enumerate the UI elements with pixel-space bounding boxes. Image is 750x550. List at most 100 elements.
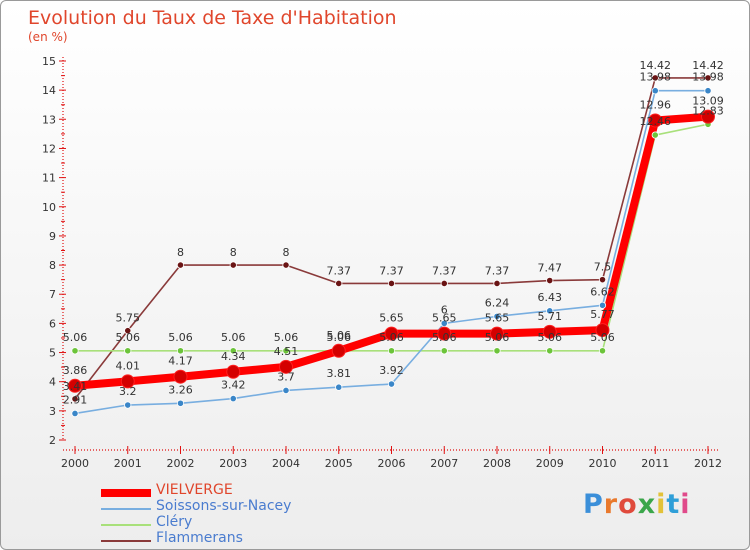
- series-point: [651, 74, 659, 82]
- x-tick-label: 2009: [536, 457, 564, 470]
- series-line: [71, 112, 712, 390]
- data-label: 5.06: [274, 331, 299, 344]
- x-tick-label: 2008: [483, 457, 511, 470]
- series-point: [176, 399, 185, 407]
- chart-series-markers: [68, 74, 715, 418]
- proxiti-logo: Proxiti: [583, 489, 691, 520]
- data-label: 6: [441, 303, 448, 316]
- data-label: 3.92: [379, 364, 404, 377]
- series-point: [71, 395, 79, 403]
- data-label: 6.24: [485, 296, 510, 309]
- data-label: 5.71: [538, 310, 563, 323]
- series-point: [493, 347, 501, 355]
- series-point: [598, 276, 607, 284]
- chart-subtitle: (en %): [28, 30, 68, 44]
- data-label: 3.26: [168, 383, 193, 396]
- legend-label: Flammerans: [156, 530, 243, 546]
- series-point: [68, 378, 82, 393]
- x-tick-label: 2001: [114, 457, 142, 470]
- data-label: 7.37: [485, 264, 510, 277]
- series-point: [124, 327, 132, 335]
- data-label: 3.7: [277, 370, 295, 383]
- data-label: 7.47: [538, 262, 563, 275]
- y-tick-label: 10: [42, 201, 56, 214]
- series-point: [598, 347, 607, 355]
- series-point: [387, 279, 396, 288]
- data-label: 4.51: [274, 345, 299, 358]
- series-point: [440, 347, 448, 355]
- data-label: 3.2: [119, 385, 137, 398]
- legend-swatch: [101, 489, 151, 497]
- data-label: 5.06: [63, 331, 88, 344]
- logo-letter: x: [637, 489, 657, 520]
- data-label: 3.86: [63, 364, 88, 377]
- series-point: [282, 347, 290, 355]
- data-label: 12.96: [640, 98, 672, 111]
- series-point: [546, 347, 554, 355]
- legend-swatch: [101, 508, 151, 510]
- series-point: [282, 261, 290, 269]
- data-label: 5.06: [116, 331, 141, 344]
- series-point: [493, 279, 501, 288]
- legend-label: Cléry: [156, 514, 193, 530]
- series-point: [335, 279, 343, 288]
- y-tick-label: 5: [49, 347, 56, 360]
- series-point: [384, 326, 399, 341]
- series-point: [229, 261, 237, 269]
- series-point: [490, 326, 504, 341]
- data-label: 5.06: [538, 331, 563, 344]
- x-tick-label: 2005: [325, 457, 353, 470]
- data-label: 5.06: [327, 331, 352, 344]
- data-label: 13.09: [692, 95, 724, 108]
- data-label: 4.01: [116, 359, 141, 372]
- data-label: 7.37: [432, 264, 457, 277]
- y-tick-label: 8: [49, 259, 56, 272]
- data-label: 4.17: [168, 355, 193, 368]
- series-point: [176, 347, 185, 355]
- y-tick-label: 13: [42, 113, 56, 126]
- chart-title: Evolution du Taux de Taxe d'Habitation: [28, 7, 397, 29]
- x-tick-label: 2011: [641, 457, 669, 470]
- logo-letter: o: [618, 489, 638, 520]
- data-label: 5.06: [590, 331, 615, 344]
- data-label: 14.42: [640, 59, 672, 72]
- data-label: 8: [230, 246, 237, 259]
- y-tick-label: 6: [49, 317, 56, 330]
- data-label: 12.83: [692, 104, 724, 117]
- series-point: [229, 395, 237, 403]
- series-point: [595, 323, 610, 338]
- data-label: 7.37: [327, 264, 352, 277]
- data-label: 7.5: [594, 261, 612, 274]
- series-point: [493, 312, 501, 320]
- series-point: [279, 359, 293, 374]
- series-point: [651, 87, 659, 95]
- data-label: 5.06: [432, 331, 457, 344]
- series-point: [546, 307, 554, 315]
- legend-swatch: [101, 524, 151, 526]
- y-tick-label: 14: [42, 84, 56, 97]
- series-point: [387, 347, 396, 355]
- logo-letter: i: [680, 489, 691, 520]
- data-label: 6.43: [538, 291, 563, 304]
- series-point: [124, 401, 132, 409]
- data-label: 12.46: [640, 115, 672, 128]
- series-point: [226, 364, 241, 379]
- series-point: [704, 87, 712, 95]
- y-tick-label: 9: [49, 230, 56, 243]
- y-tick-label: 12: [42, 142, 56, 155]
- series-point: [331, 343, 346, 358]
- legend-label: VIELVERGE: [156, 482, 233, 498]
- x-tick-label: 2002: [167, 457, 195, 470]
- series-point: [440, 319, 448, 327]
- x-tick-label: 2006: [378, 457, 406, 470]
- data-label: 5.65: [379, 312, 404, 325]
- data-label: 5.65: [432, 312, 457, 325]
- series-point: [598, 301, 607, 309]
- series-point: [335, 383, 343, 391]
- x-tick-label: 2000: [61, 457, 89, 470]
- series-point: [648, 113, 663, 128]
- series-point: [71, 409, 79, 418]
- data-label: 14.42: [692, 59, 724, 72]
